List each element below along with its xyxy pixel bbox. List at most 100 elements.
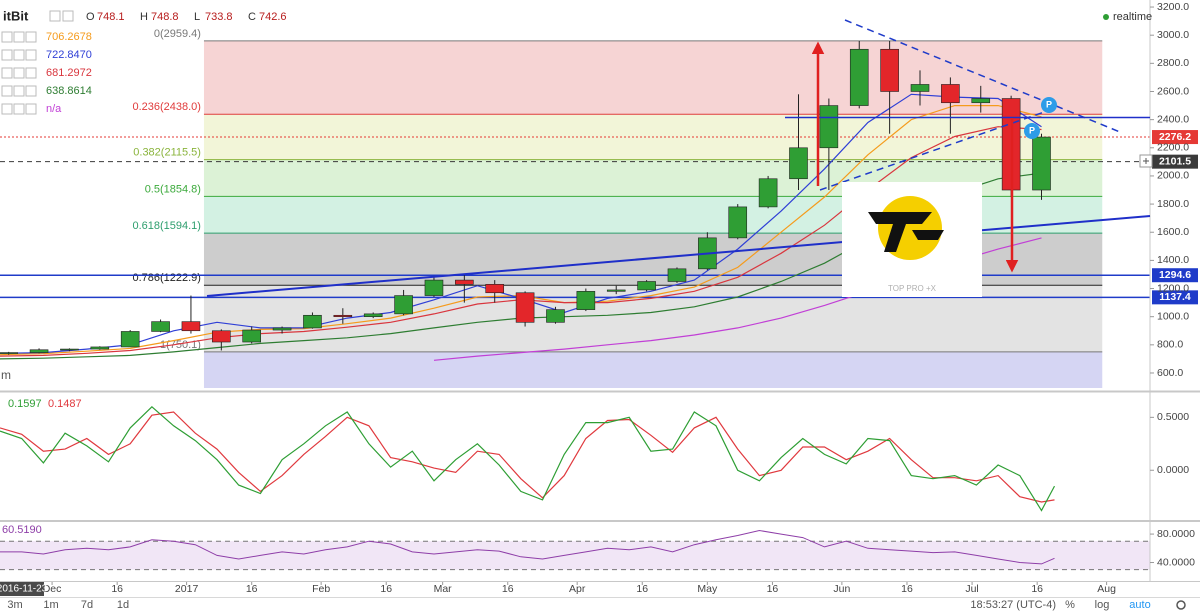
readout-value: 733.8 xyxy=(205,11,233,23)
y-tick-label: 3200.0 xyxy=(1157,1,1189,13)
oscillator-line xyxy=(0,405,1056,512)
candle-body xyxy=(333,314,353,317)
toolbar-button[interactable]: auto xyxy=(1129,599,1150,611)
price-badge-label: 2276.2 xyxy=(1159,131,1191,143)
price-badge xyxy=(1152,130,1198,145)
range-button[interactable]: 7d xyxy=(81,599,93,611)
x-tick-label: May xyxy=(697,583,718,595)
icon xyxy=(25,67,37,79)
price-badge-label: 1137.4 xyxy=(1159,291,1191,303)
range-button[interactable]: 3m xyxy=(7,599,22,611)
p-badge xyxy=(1024,123,1040,139)
range-button[interactable]: 1d xyxy=(117,599,129,611)
ma-readout: 722.8470 xyxy=(46,49,92,61)
range-button[interactable]: 1m xyxy=(43,599,58,611)
candle-body xyxy=(272,327,292,331)
x-tick-label: Mar xyxy=(434,583,453,595)
price-badge xyxy=(1152,290,1198,305)
readout-key: O xyxy=(86,11,95,23)
x-tick-label: Aug xyxy=(1097,583,1116,595)
settings-icon[interactable] xyxy=(1176,600,1186,610)
fib-zone xyxy=(203,40,1103,115)
readout-key: H xyxy=(140,11,148,23)
status: realtime xyxy=(1113,11,1152,23)
candle-body xyxy=(789,147,808,180)
readout-value: 748.8 xyxy=(151,11,179,23)
candle-body xyxy=(303,314,322,329)
p-badge-text: P xyxy=(1046,99,1052,109)
fib-label: 0.236(2438.0) xyxy=(132,101,201,113)
x-tick-label: Dec xyxy=(43,583,62,595)
osc-readout: 0.1597 xyxy=(8,398,42,410)
candle-body xyxy=(212,330,231,343)
candle-body xyxy=(1032,136,1051,191)
icon xyxy=(25,49,37,61)
y-tick-label: 1600.0 xyxy=(1157,226,1189,238)
x-tick-label: 2017 xyxy=(175,583,199,595)
trend-line xyxy=(206,215,1151,297)
y-tick-label: 1000.0 xyxy=(1157,310,1189,322)
fib-label: 0.786(1222.9) xyxy=(132,272,201,284)
icon xyxy=(1,67,13,79)
x-tick-label: 16 xyxy=(901,583,913,595)
logo-mark xyxy=(912,230,944,240)
candle-body xyxy=(637,281,656,291)
osc-tick-label: 0.5000 xyxy=(1157,411,1189,423)
y-tick-label: 2200.0 xyxy=(1157,142,1189,154)
candle-body xyxy=(394,295,413,315)
axes: 2276.2 2101.5 1294.6 1137.4 600.0 800.0 1000.0… xyxy=(0,0,1200,598)
candle-body xyxy=(515,292,535,323)
candle-body xyxy=(455,279,474,285)
icon[interactable] xyxy=(49,10,61,22)
candle-body xyxy=(880,48,899,92)
clock: 18:53:27 (UTC-4) xyxy=(970,599,1056,611)
candle-body xyxy=(0,352,18,354)
header: itBit realtime m 706.2678 722.8470 681.297… xyxy=(1,8,1186,611)
toolbar-button[interactable]: log xyxy=(1095,599,1110,611)
candle-body xyxy=(363,313,383,317)
rsi-tick-label: 80.0000 xyxy=(1157,528,1195,540)
trend-line-dashed xyxy=(844,19,1121,133)
y-tick-label: 2000.0 xyxy=(1157,170,1189,182)
readout-value: 742.6 xyxy=(259,11,287,23)
icon xyxy=(1,49,13,61)
x-tick-label: Feb xyxy=(312,583,330,595)
x-tick-label: 16 xyxy=(767,583,779,595)
rsi-band xyxy=(0,541,1150,570)
candle-body xyxy=(849,48,869,106)
x-tick-label: 16 xyxy=(502,583,514,595)
icon xyxy=(25,31,37,43)
candle-body xyxy=(242,329,261,343)
x-tick-label: Jul xyxy=(965,583,978,595)
x-tick-label: 16 xyxy=(111,583,123,595)
y-tick-label: 2600.0 xyxy=(1157,85,1189,97)
icon[interactable] xyxy=(62,10,74,22)
price-badge-label: 1294.6 xyxy=(1159,269,1191,281)
osc-tick-label: 0.0000 xyxy=(1157,464,1189,476)
candle-body xyxy=(667,268,687,282)
overlay-label: m xyxy=(1,368,11,382)
ma-readout: 706.2678 xyxy=(46,31,92,43)
ma-readout: n/a xyxy=(46,103,62,115)
fib-label: 1(750.1) xyxy=(160,339,201,351)
fib-label: 0.618(1594.1) xyxy=(132,220,201,232)
x-tick-label: 16 xyxy=(380,583,392,595)
icon xyxy=(25,103,37,115)
candle-body xyxy=(151,321,170,332)
symbol: itBit xyxy=(3,8,29,23)
candle-body xyxy=(941,84,960,104)
x-tick-label: 16 xyxy=(1031,583,1043,595)
toolbar-button[interactable]: % xyxy=(1065,599,1075,611)
y-tick-label: 2800.0 xyxy=(1157,57,1189,69)
price-badge xyxy=(1152,154,1198,169)
logo: TOP PRO +X xyxy=(842,182,982,297)
candle-body xyxy=(60,348,79,351)
icon xyxy=(13,85,25,97)
y-tick-label: 1200.0 xyxy=(1157,282,1189,294)
y-tick-label: 600.0 xyxy=(1157,367,1183,379)
readout-value: 748.1 xyxy=(97,11,125,23)
ma-readout: 638.8614 xyxy=(46,85,92,97)
y-tick-label: 1400.0 xyxy=(1157,254,1189,266)
